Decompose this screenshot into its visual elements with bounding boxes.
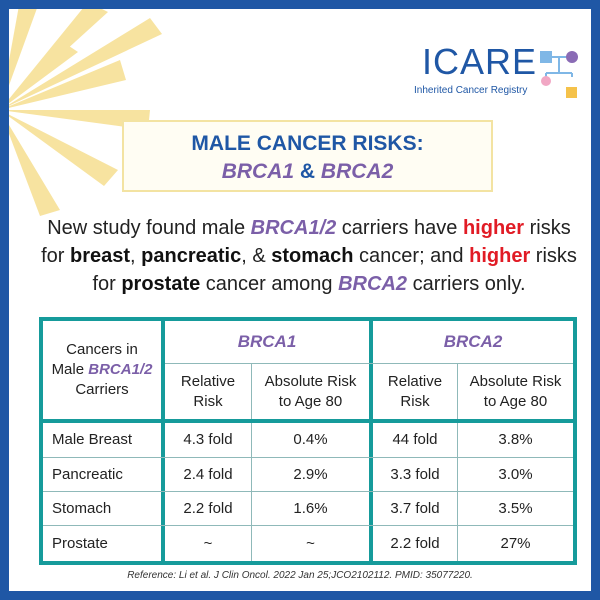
group-header-brca1: BRCA1 [237,332,297,351]
brca1-relative-risk-cell: ~ [203,534,213,552]
title-gene-2: BRCA2 [320,160,394,183]
corner-line: Cancers in [66,341,138,358]
desc-highlight: higher [469,245,531,267]
title-box: MALE CANCER RISKS: BRCA1 & BRCA2 [122,120,493,192]
subheader-line: to Age 80 [483,392,548,410]
corner-gene: BRCA1/2 [88,361,153,378]
brca2-relative-risk-cell: 3.7 fold [390,499,440,517]
subheader-line: Relative [387,372,443,390]
corner-line: Male BRCA1/2 [52,360,153,380]
subheader-line: Absolute Risk [469,372,562,390]
brca2-relative-risk-cell: 2.2 fold [390,534,440,552]
desc-text: , [130,245,142,267]
title-ampersand: & [299,160,316,183]
table-divider [251,423,252,561]
subheader-line: Risk [400,392,430,410]
brca2-absolute-risk-cell: 3.5% [498,499,533,517]
study-description: New study found male BRCA1/2 carriers ha… [34,214,584,298]
desc-text: carriers only. [407,273,526,295]
sunburst-decoration [9,9,162,216]
pedigree-icon [540,51,578,98]
table-divider [43,419,573,423]
title-main: MALE CANCER RISKS: [191,132,424,155]
brca1-relative-risk-cell: 4.3 fold [183,431,233,448]
group-header-brca2: BRCA2 [443,332,503,351]
table-divider [43,457,573,458]
cancer-type-cell: Pancreatic [52,465,123,483]
title-gene-1: BRCA1 [221,160,295,183]
logo-wordmark: ICARE [422,41,538,82]
corner-line: Carriers [75,381,129,398]
brca1-relative-risk-cell: 2.4 fold [183,465,233,483]
table-corner-header: Cancers in Male BRCA1/2 Carriers [43,321,161,419]
desc-gene: BRCA2 [338,273,408,295]
subheader-relative-risk: Relative Risk [165,364,251,419]
corner-text: Male [51,361,89,378]
subheader-line: Relative [180,372,236,390]
brca1-relative-risk-cell: 2.2 fold [183,499,233,517]
table-divider [457,364,458,419]
desc-pancreatic: pancreatic [141,245,242,267]
table-divider [43,525,573,526]
desc-text: risks for [41,217,571,267]
cancer-type-cell: Male Breast [52,431,133,448]
desc-text: risks for [92,245,577,295]
subheader-absolute-risk: Absolute Risk to Age 80 [252,364,369,419]
table-divider [369,321,373,561]
brca2-relative-risk-cell: 3.3 fold [390,465,440,483]
icare-logo: ICARE Inherited Cancer Registry [414,37,584,107]
subheader-line: to Age 80 [278,392,343,410]
brca2-absolute-risk-cell: 27% [500,534,531,552]
table-divider [251,364,252,419]
desc-text: carriers have [336,217,463,239]
brca1-absolute-risk-cell: 1.6% [293,499,328,517]
desc-gene: BRCA1/2 [250,217,337,239]
desc-stomach: stomach [271,245,354,267]
cancer-type-cell: Stomach [52,499,112,517]
table-divider [161,321,165,561]
reference-citation: Reference: Li et al. J Clin Oncol. 2022 … [127,570,473,581]
table-divider [43,491,573,492]
subheader-line: Absolute Risk [264,372,357,390]
brca2-absolute-risk-cell: 3.8% [498,431,533,448]
brca1-absolute-risk-cell: ~ [306,534,315,552]
subheader-absolute-risk: Absolute Risk to Age 80 [458,364,573,419]
brca1-absolute-risk-cell: 2.9% [293,465,328,483]
subheader-line: Risk [193,392,223,410]
desc-text: cancer; and [353,245,470,267]
brca2-absolute-risk-cell: 3.0% [498,465,533,483]
cancer-type-cell: Prostate [52,534,108,552]
desc-prostate: prostate [121,273,201,295]
risk-table: Cancers in Male BRCA1/2 Carriers BRCA1 B… [39,317,577,565]
brca2-relative-risk-cell: 44 fold [392,431,438,448]
desc-text: cancer among [200,273,339,295]
title-genes: BRCA1 & BRCA2 [124,160,491,184]
brca1-absolute-risk-cell: 0.4% [293,431,328,448]
desc-text: New study found male [47,217,251,239]
desc-text: , & [241,245,272,267]
table-divider [165,363,573,364]
table-divider [457,423,458,561]
desc-breast: breast [70,245,131,267]
subheader-relative-risk: Relative Risk [373,364,457,419]
desc-highlight: higher [462,217,525,239]
logo-subtitle: Inherited Cancer Registry [414,85,528,96]
